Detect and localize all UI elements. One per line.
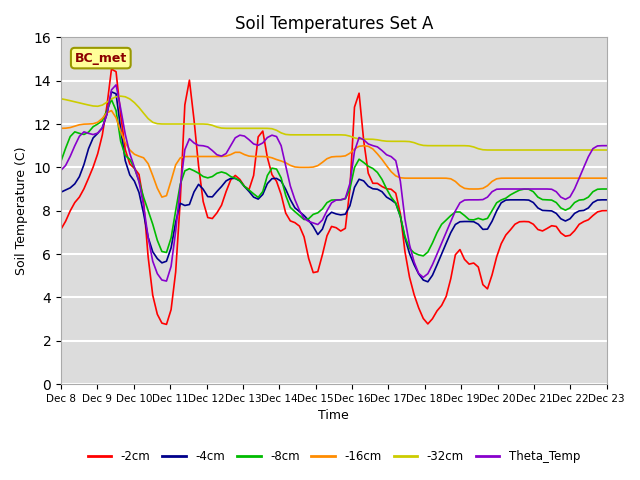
Line: -8cm: -8cm: [61, 100, 607, 256]
Theta_Temp: [497, 186, 505, 192]
-2cm: [108, 66, 115, 72]
-8cm: [364, 163, 372, 169]
-16cm: [497, 175, 505, 181]
Line: Theta_Temp: Theta_Temp: [61, 85, 607, 281]
-2cm: [442, 293, 450, 299]
-4cm: [603, 197, 611, 203]
Text: BC_met: BC_met: [75, 51, 127, 65]
-4cm: [594, 197, 602, 203]
-2cm: [594, 209, 602, 215]
-2cm: [213, 210, 221, 216]
Title: Soil Temperatures Set A: Soil Temperatures Set A: [235, 15, 433, 33]
-16cm: [158, 194, 166, 200]
-2cm: [181, 102, 189, 108]
-32cm: [177, 121, 184, 127]
-4cm: [424, 279, 432, 285]
Line: -16cm: -16cm: [61, 110, 607, 197]
-32cm: [209, 122, 216, 128]
-2cm: [603, 208, 611, 214]
-8cm: [442, 217, 450, 223]
-2cm: [497, 241, 505, 247]
-4cm: [497, 200, 505, 205]
-16cm: [603, 175, 611, 181]
-4cm: [108, 89, 115, 95]
-4cm: [177, 201, 184, 206]
Line: -32cm: -32cm: [61, 96, 607, 150]
-16cm: [442, 175, 450, 181]
X-axis label: Time: Time: [319, 409, 349, 422]
-2cm: [57, 226, 65, 232]
-8cm: [57, 158, 65, 164]
-32cm: [497, 147, 505, 153]
-2cm: [369, 180, 377, 186]
-32cm: [493, 147, 500, 153]
-8cm: [209, 174, 216, 180]
-8cm: [497, 197, 505, 203]
-32cm: [57, 96, 65, 102]
Theta_Temp: [181, 147, 189, 153]
-32cm: [438, 143, 445, 148]
-16cm: [213, 154, 221, 159]
Theta_Temp: [594, 143, 602, 149]
Line: -2cm: -2cm: [61, 69, 607, 324]
-8cm: [177, 181, 184, 187]
-16cm: [369, 146, 377, 152]
-32cm: [364, 136, 372, 142]
Theta_Temp: [603, 143, 611, 148]
Y-axis label: Soil Temperature (C): Soil Temperature (C): [15, 146, 28, 275]
-4cm: [442, 240, 450, 246]
-8cm: [603, 186, 611, 192]
-32cm: [603, 147, 611, 153]
Legend: -2cm, -4cm, -8cm, -16cm, -32cm, Theta_Temp: -2cm, -4cm, -8cm, -16cm, -32cm, Theta_Te…: [83, 445, 585, 468]
-16cm: [108, 108, 115, 113]
Theta_Temp: [369, 143, 377, 148]
Theta_Temp: [213, 152, 221, 157]
-4cm: [209, 194, 216, 200]
-4cm: [364, 183, 372, 189]
Theta_Temp: [442, 229, 450, 235]
-32cm: [116, 93, 124, 99]
-8cm: [419, 253, 427, 259]
Theta_Temp: [163, 278, 170, 284]
-8cm: [594, 186, 602, 192]
-16cm: [57, 125, 65, 131]
-16cm: [594, 175, 602, 181]
-8cm: [108, 97, 115, 103]
Theta_Temp: [112, 82, 120, 88]
Theta_Temp: [57, 168, 65, 173]
-4cm: [57, 189, 65, 195]
Line: -4cm: -4cm: [61, 92, 607, 282]
-16cm: [181, 154, 189, 159]
-32cm: [594, 147, 602, 153]
-2cm: [163, 322, 170, 327]
